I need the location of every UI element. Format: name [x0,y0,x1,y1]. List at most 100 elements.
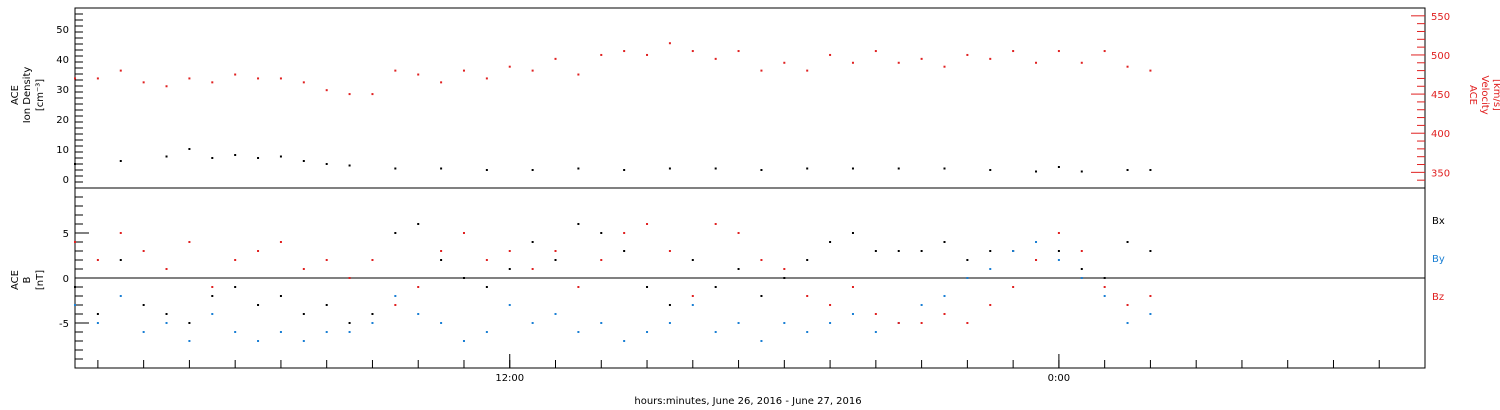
bz-point [371,259,374,261]
bx-point [234,286,237,288]
density-point [851,167,854,170]
bx-point [119,259,122,261]
by-point [462,340,465,342]
velocity-tick-label: 450 [1431,90,1450,101]
density-point [325,163,328,165]
by-point [119,295,122,297]
bz-point [1080,250,1083,252]
bz-point [1035,259,1038,261]
bz-point [211,286,214,288]
bz-point [783,268,786,270]
bz-point [691,295,694,297]
by-point [600,322,603,324]
bz-point [279,241,282,243]
by-point [829,322,832,324]
by-point [257,340,260,342]
bx-point [1080,268,1083,270]
density-ylabel-line1: ACE [10,85,21,105]
bx-point [851,232,854,234]
velocity-point [485,77,488,80]
bz-point [325,259,328,261]
velocity-point [348,93,351,96]
bz-point [623,232,626,234]
bx-point [74,286,76,288]
density-point [302,160,305,162]
bx-point [737,268,740,270]
bz-point [462,232,465,234]
bz-point [920,322,923,324]
velocity-point [943,65,946,68]
by-point [211,313,214,315]
velocity-point [119,69,122,72]
bz-point [851,286,854,288]
bx-point [577,223,580,225]
bz-point [897,322,900,324]
bz-point [531,268,534,270]
by-point [851,313,854,315]
bz-point [74,241,76,243]
bx-point [920,250,923,252]
bz-point [96,259,99,261]
bx-point [806,259,809,261]
velocity-point [531,69,534,72]
bz-point [440,250,443,252]
by-point [1149,313,1152,315]
velocity-point [1012,50,1015,53]
velocity-point [279,77,282,80]
bz-point [234,259,237,261]
bx-point [348,322,351,324]
velocity-point [211,81,214,84]
velocity-tick-label: 550 [1431,12,1450,23]
density-point [897,167,900,170]
density-tick-label: 10 [56,145,69,156]
bx-point [165,313,168,315]
density-point [485,169,488,171]
by-point [302,340,305,342]
by-point [989,268,992,270]
bx-point [394,232,397,234]
velocity-tick-label: 350 [1431,168,1450,179]
velocity-ylabel-line1: ACE [1467,85,1478,105]
b-tick-label: 0 [63,274,69,285]
density-ylabel-line2: Ion Density [22,67,33,124]
bz-point [760,259,763,261]
bz-point [577,286,580,288]
velocity-point [1080,61,1083,64]
by-point [646,331,649,333]
bx-point [279,295,282,297]
bx-point [1057,250,1060,252]
velocity-point [737,50,740,53]
by-point [554,313,557,315]
bz-point [188,241,191,243]
by-point [1103,295,1106,297]
bz-point [1012,286,1015,288]
bx-point [485,286,488,288]
bz-point [119,232,122,234]
density-point [760,169,763,171]
velocity-point [760,69,763,72]
velocity-point [646,53,649,56]
velocity-point [623,50,626,53]
velocity-point [783,61,786,64]
bx-point [668,304,671,306]
by-point [874,331,877,333]
by-point [714,331,717,333]
plot-panels: 0 10 20 30 40 50 350 400 450 500 550 -5 0 5 12:00 0:00 [56,7,1450,384]
bx-point [783,277,786,279]
density-tick-label: 0 [63,175,69,186]
density-tick-label: 50 [56,25,69,36]
density-point [165,155,168,158]
velocity-point [440,81,443,84]
velocity-point [74,77,76,80]
by-point [348,331,351,333]
density-point [211,157,214,159]
by-point [531,322,534,324]
velocity-point [554,57,557,60]
by-point [508,304,511,306]
density-point [279,155,282,158]
bz-point [257,250,260,252]
b-ylabel-line2: B [22,276,33,283]
velocity-point [1149,69,1152,72]
bz-point [142,250,145,252]
bx-point [943,241,946,243]
